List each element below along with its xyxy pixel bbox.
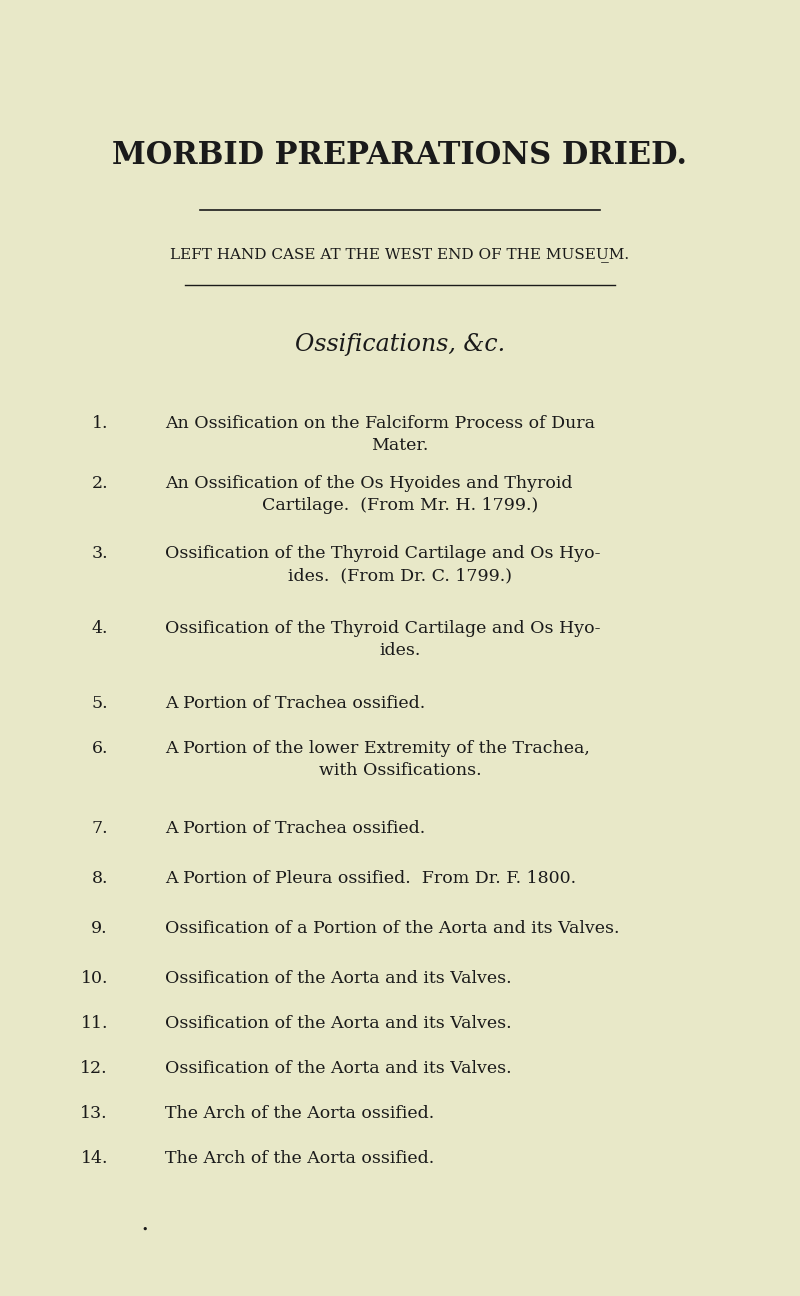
Text: 3.: 3.: [91, 546, 108, 562]
Text: Ossification of the Aorta and its Valves.: Ossification of the Aorta and its Valves…: [165, 1060, 512, 1077]
Text: 14.: 14.: [81, 1150, 108, 1166]
Text: A Portion of Trachea ossified.: A Portion of Trachea ossified.: [165, 820, 426, 837]
Text: A Portion of Pleura ossified.  From Dr. F. 1800.: A Portion of Pleura ossified. From Dr. F…: [165, 870, 576, 886]
Text: An Ossification on the Falciform Process of Dura: An Ossification on the Falciform Process…: [165, 415, 595, 432]
Text: Ossification of the Thyroid Cartilage and Os Hyo-: Ossification of the Thyroid Cartilage an…: [165, 546, 601, 562]
Text: Ossification of a Portion of the Aorta and its Valves.: Ossification of a Portion of the Aorta a…: [165, 920, 619, 937]
Text: 9.: 9.: [91, 920, 108, 937]
Text: MORBID PREPARATIONS DRIED.: MORBID PREPARATIONS DRIED.: [113, 140, 687, 171]
Text: 5.: 5.: [91, 695, 108, 712]
Text: ides.: ides.: [379, 642, 421, 658]
Text: 7.: 7.: [91, 820, 108, 837]
Text: with Ossifications.: with Ossifications.: [318, 762, 482, 779]
Text: Ossifications, &c.: Ossifications, &c.: [295, 333, 505, 356]
Text: 6.: 6.: [91, 740, 108, 757]
Text: ides.  (From Dr. C. 1799.): ides. (From Dr. C. 1799.): [288, 568, 512, 584]
Text: 10.: 10.: [81, 969, 108, 988]
Text: 11.: 11.: [81, 1015, 108, 1032]
Text: An Ossification of the Os Hyoides and Thyroid: An Ossification of the Os Hyoides and Th…: [165, 476, 573, 492]
Text: Cartilage.  (From Mr. H. 1799.): Cartilage. (From Mr. H. 1799.): [262, 496, 538, 515]
Text: 1.: 1.: [91, 415, 108, 432]
Text: The Arch of the Aorta ossified.: The Arch of the Aorta ossified.: [165, 1105, 434, 1122]
Text: The Arch of the Aorta ossified.: The Arch of the Aorta ossified.: [165, 1150, 434, 1166]
Text: 2.: 2.: [91, 476, 108, 492]
Text: A Portion of the lower Extremity of the Trachea,: A Portion of the lower Extremity of the …: [165, 740, 590, 757]
Text: A Portion of Trachea ossified.: A Portion of Trachea ossified.: [165, 695, 426, 712]
Text: Mater.: Mater.: [371, 437, 429, 454]
Text: LEFT HAND CASE AT THE WEST END OF THE MUSEU̲M.: LEFT HAND CASE AT THE WEST END OF THE MU…: [170, 248, 630, 262]
Text: Ossification of the Thyroid Cartilage and Os Hyo-: Ossification of the Thyroid Cartilage an…: [165, 619, 601, 638]
Text: •: •: [142, 1225, 148, 1235]
Text: 4.: 4.: [91, 619, 108, 638]
Text: Ossification of the Aorta and its Valves.: Ossification of the Aorta and its Valves…: [165, 1015, 512, 1032]
Text: 13.: 13.: [80, 1105, 108, 1122]
Text: 8.: 8.: [91, 870, 108, 886]
Text: 12.: 12.: [80, 1060, 108, 1077]
Text: Ossification of the Aorta and its Valves.: Ossification of the Aorta and its Valves…: [165, 969, 512, 988]
